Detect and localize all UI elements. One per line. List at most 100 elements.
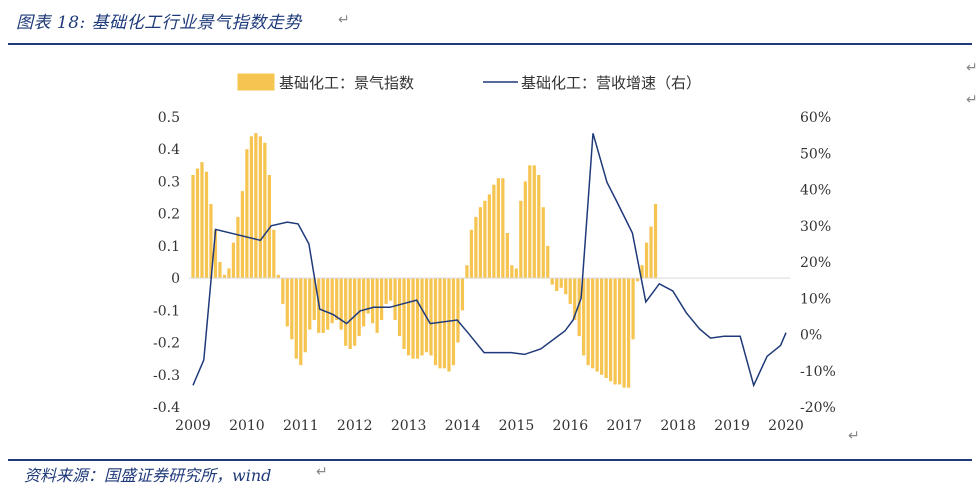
- left-axis-tick-label: 0.3: [158, 174, 180, 190]
- x-axis-tick-label: 2011: [283, 418, 319, 434]
- index-bar: [568, 278, 572, 304]
- index-bar: [617, 278, 622, 385]
- right-axis-tick-label: 20%: [800, 255, 831, 271]
- index-bar: [227, 268, 231, 279]
- return-mark-icon: ↵: [848, 428, 860, 444]
- index-bar: [213, 229, 218, 279]
- x-axis-tick-label: 2017: [606, 418, 642, 434]
- index-bar: [532, 165, 536, 279]
- index-bar: [492, 184, 496, 279]
- index-bar: [195, 168, 200, 279]
- left-axis-tick-label: 0.1: [158, 239, 180, 255]
- index-bar: [478, 207, 483, 279]
- index-bar: [200, 162, 204, 279]
- legend: 基础化工：景气指数 基础化工：营收增速（右）: [237, 73, 701, 92]
- index-bar: [231, 242, 236, 279]
- index-bar: [483, 200, 487, 279]
- x-axis-tick-label: 2020: [768, 418, 804, 434]
- index-bar: [294, 278, 298, 359]
- index-bar: [653, 204, 658, 279]
- left-axis-tick-label: 0.5: [158, 110, 180, 126]
- index-bar: [442, 278, 447, 369]
- source-note: 资料来源：国盛证券研究所，wind: [24, 466, 272, 485]
- index-bar: [330, 278, 334, 324]
- chart-title: 图表 18: 基础化工行业景气指数走势: [16, 13, 302, 33]
- index-bar: [393, 278, 397, 320]
- right-axis-tick-label: 60%: [800, 110, 831, 126]
- legend-bar-swatch: [237, 73, 275, 91]
- left-axis-tick-label: -0.2: [153, 336, 180, 352]
- index-bar: [191, 175, 195, 279]
- right-axis-tick-label: -20%: [800, 400, 836, 416]
- index-bar: [487, 194, 491, 279]
- index-bar: [595, 278, 599, 372]
- index-bar: [496, 178, 500, 279]
- x-axis-tick-label: 2018: [660, 418, 696, 434]
- index-bar: [591, 278, 595, 369]
- index-bar: [218, 262, 222, 279]
- index-bar: [541, 207, 545, 279]
- index-bar: [258, 136, 262, 279]
- index-bar: [586, 278, 590, 366]
- index-bar: [465, 265, 469, 279]
- legend-bar-label: 基础化工：景气指数: [279, 74, 414, 92]
- right-axis-tick-label: 10%: [800, 291, 831, 307]
- index-bar: [406, 278, 411, 356]
- x-axis-tick-label: 2015: [499, 418, 535, 434]
- x-axis-tick-label: 2010: [229, 418, 265, 434]
- revenue-growth-line: [192, 133, 787, 388]
- index-bar: [474, 216, 478, 279]
- index-bar: [424, 278, 429, 353]
- index-bar: [622, 278, 626, 388]
- index-bar: [528, 165, 532, 279]
- left-axis-ticks: 0.5 0.4 0.3 0.2 0.1 0 -0.1 -0.2 -0.3 -0.4: [153, 110, 180, 416]
- index-bar: [249, 136, 253, 279]
- index-bar: [335, 278, 339, 320]
- title-divider: [8, 43, 972, 45]
- index-bar: [357, 278, 361, 337]
- index-bar: [537, 175, 541, 279]
- index-bar: [501, 178, 505, 279]
- index-bar: [299, 278, 303, 366]
- index-bar: [379, 278, 384, 320]
- index-bar: [339, 278, 343, 330]
- index-bar: [371, 278, 375, 324]
- index-bar: [303, 278, 307, 353]
- left-axis-tick-label: 0.4: [158, 142, 180, 158]
- index-bar: [447, 278, 451, 372]
- x-axis-tick-label: 2014: [445, 418, 481, 434]
- index-bar: [429, 278, 433, 356]
- index-bar: [582, 278, 586, 356]
- left-axis-tick-label: -0.1: [153, 303, 180, 319]
- right-axis-tick-label: 0%: [800, 328, 822, 344]
- index-bar: [640, 265, 644, 279]
- bar-series: [191, 133, 658, 388]
- right-axis-tick-label: -10%: [800, 364, 836, 380]
- left-axis-tick-label: 0: [171, 271, 180, 287]
- index-bar: [308, 278, 312, 330]
- index-bar: [415, 278, 420, 359]
- index-bar: [267, 175, 271, 279]
- left-axis-tick-label: -0.3: [153, 368, 180, 384]
- index-bar: [344, 278, 348, 346]
- left-axis-tick-label: 0.2: [158, 207, 180, 223]
- x-axis-ticks: 2009 2010 2011 2012 2013 2014 2015 2016 2017 2018…: [175, 418, 804, 434]
- source-divider: [8, 459, 972, 461]
- index-bar: [420, 278, 424, 356]
- index-bar: [523, 181, 527, 279]
- index-bar: [649, 226, 653, 279]
- index-bar: [577, 278, 581, 337]
- index-bar: [573, 278, 577, 320]
- return-mark-icon: ↵: [338, 12, 350, 28]
- index-bar: [290, 278, 294, 340]
- index-bar: [635, 278, 640, 282]
- x-axis-tick-label: 2013: [391, 418, 427, 434]
- index-bar: [281, 278, 285, 304]
- index-bar: [433, 278, 438, 366]
- index-bar: [272, 229, 276, 279]
- index-bar: [626, 278, 631, 388]
- left-axis-tick-label: -0.4: [153, 400, 180, 416]
- right-axis-tick-label: 40%: [800, 183, 831, 199]
- index-bar: [254, 133, 258, 279]
- x-axis-tick-label: 2016: [553, 418, 589, 434]
